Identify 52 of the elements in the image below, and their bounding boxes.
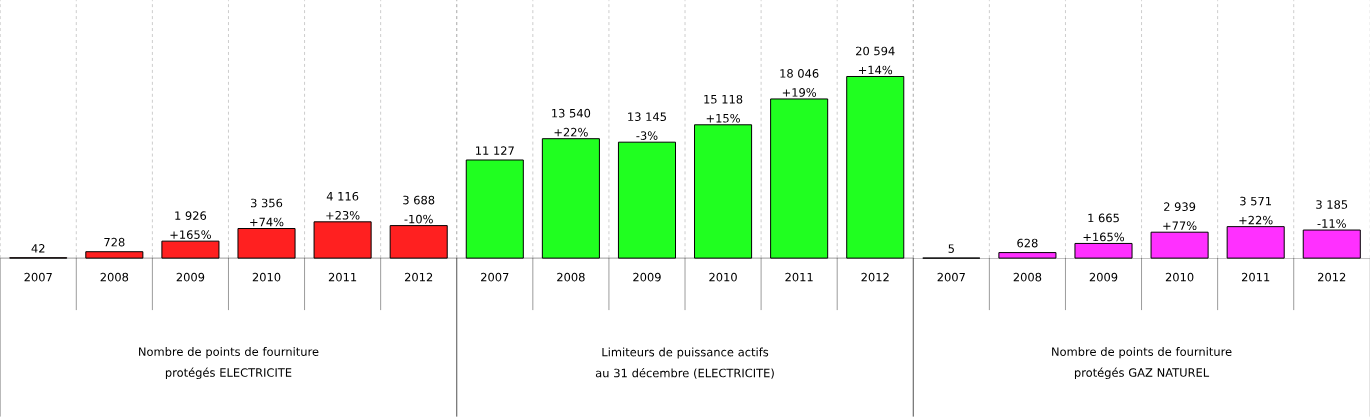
annotation: +14%	[858, 65, 893, 75]
x-tick-label: 2011	[785, 272, 813, 282]
annotation: +23%	[326, 210, 360, 220]
data-label: 3 571	[1240, 196, 1271, 206]
x-tick-label: 2010	[709, 272, 737, 282]
data-label: 18 046	[780, 69, 819, 78]
x-axis-title: Nombre de points de fourniture protégés ELECTRICITE	[139, 347, 319, 380]
annotation: -3%	[636, 131, 658, 140]
data-label: 20 594	[856, 46, 895, 56]
x-tick-label: 2012	[1318, 272, 1346, 282]
x-axis-title: Limiteurs de puissance actifs au 31 décembre (ELECTRICITE)	[595, 347, 774, 379]
data-label: 1 665	[1088, 213, 1119, 223]
data-label: 3 688	[403, 195, 435, 205]
x-tick-label: 2009	[633, 272, 661, 282]
x-tick-label: 2012	[404, 272, 433, 282]
x-tick-label: 2011	[328, 272, 357, 282]
x-axis-title: Nombre de points de fourniture protégés GAZ NATUREL	[1052, 347, 1232, 380]
data-label: 3 185	[1316, 200, 1348, 209]
x-tick-label: 2008	[557, 272, 585, 282]
annotation: +74%	[250, 217, 284, 227]
x-tick-label: 2012	[861, 272, 889, 282]
data-label: 42	[31, 244, 45, 253]
data-label: 3 356	[251, 198, 283, 208]
annotation: +19%	[782, 88, 817, 97]
annotation: -10%	[404, 214, 433, 224]
data-label: 5	[948, 244, 954, 253]
data-label: 2 939	[1164, 202, 1196, 211]
x-tick-label: 2007	[937, 272, 965, 282]
data-label: 13 540	[552, 108, 591, 118]
x-tick-label: 2010	[252, 272, 281, 282]
annotation: +165%	[170, 230, 211, 239]
data-label: 1 926	[175, 211, 207, 220]
x-tick-label: 2009	[176, 272, 205, 282]
annotation: -11%	[1317, 219, 1346, 228]
annotation: +77%	[1163, 221, 1197, 230]
annotation: +22%	[1239, 215, 1273, 225]
x-tick-label: 2007	[481, 272, 509, 282]
data-label: 15 118	[704, 94, 743, 104]
data-label: 728	[104, 237, 125, 247]
x-tick-label: 2011	[1241, 272, 1270, 282]
data-label: 4 116	[326, 191, 359, 201]
data-label: 13 145	[628, 112, 666, 121]
data-label: 628	[1017, 238, 1038, 248]
x-tick-label: 2008	[1013, 272, 1042, 282]
x-tick-label: 2008	[100, 272, 129, 282]
annotation: +165%	[1083, 232, 1125, 242]
annotation: +15%	[706, 113, 740, 123]
x-tick-label: 2009	[1089, 272, 1118, 282]
x-tick-label: 2010	[1165, 272, 1194, 282]
data-label: 11 127	[476, 146, 514, 155]
x-tick-label: 2007	[24, 272, 52, 282]
annotation: +22%	[554, 127, 588, 137]
